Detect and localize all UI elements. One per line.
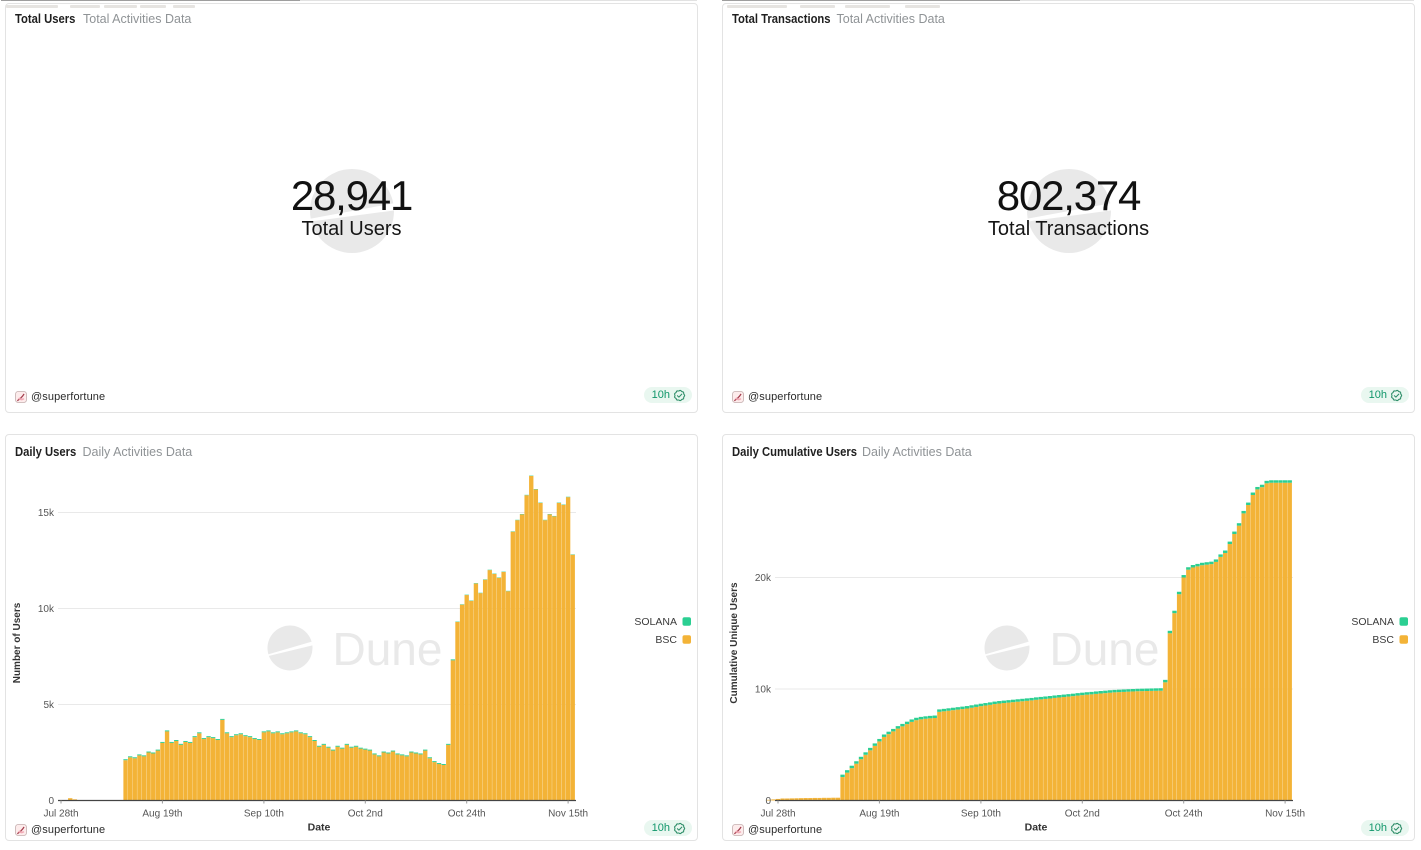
svg-text:Nov 15th: Nov 15th bbox=[548, 809, 588, 820]
svg-text:Date: Date bbox=[1025, 822, 1048, 834]
svg-text:Oct 2nd: Oct 2nd bbox=[1065, 809, 1100, 820]
svg-text:20k: 20k bbox=[755, 573, 772, 584]
svg-text:SOLANA: SOLANA bbox=[1351, 616, 1394, 628]
svg-text:Aug 19th: Aug 19th bbox=[859, 809, 899, 820]
svg-text:Cumulative Unique Users: Cumulative Unique Users bbox=[729, 582, 740, 704]
svg-text:Oct 2nd: Oct 2nd bbox=[348, 809, 383, 820]
svg-text:Sep 10th: Sep 10th bbox=[961, 809, 1001, 820]
svg-text:BSC: BSC bbox=[1372, 634, 1394, 646]
svg-text:Nov 15th: Nov 15th bbox=[1265, 809, 1305, 820]
svg-text:15k: 15k bbox=[38, 508, 55, 519]
svg-text:Dune: Dune bbox=[1050, 623, 1160, 675]
svg-text:Date: Date bbox=[308, 822, 331, 834]
svg-text:Jul 28th: Jul 28th bbox=[760, 809, 795, 820]
svg-text:SOLANA: SOLANA bbox=[634, 616, 677, 628]
svg-text:Aug 19th: Aug 19th bbox=[142, 809, 182, 820]
svg-text:0: 0 bbox=[765, 796, 771, 807]
svg-text:5k: 5k bbox=[43, 700, 55, 711]
svg-text:Number of Users: Number of Users bbox=[12, 602, 23, 683]
svg-text:Jul 28th: Jul 28th bbox=[43, 809, 78, 820]
svg-text:Oct 24th: Oct 24th bbox=[448, 809, 486, 820]
svg-text:Oct 24th: Oct 24th bbox=[1165, 809, 1203, 820]
svg-text:10k: 10k bbox=[755, 685, 772, 696]
svg-text:10k: 10k bbox=[38, 604, 55, 615]
svg-text:Dune: Dune bbox=[333, 623, 443, 675]
svg-text:Sep 10th: Sep 10th bbox=[244, 809, 284, 820]
svg-text:0: 0 bbox=[48, 796, 54, 807]
svg-text:BSC: BSC bbox=[655, 634, 677, 646]
